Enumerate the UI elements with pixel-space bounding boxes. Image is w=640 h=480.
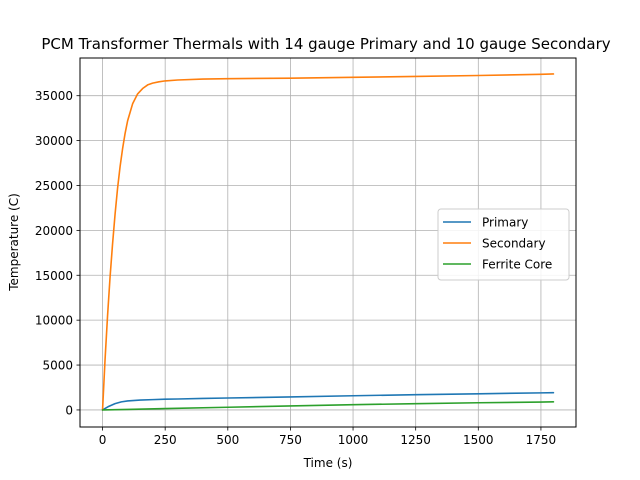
- series-line-primary: [101, 391, 555, 411]
- plot-frame: [79, 57, 577, 428]
- series-line-secondary: [101, 73, 555, 411]
- y-tick-label: 20000: [35, 224, 73, 238]
- series-lines: [101, 73, 555, 411]
- y-tick-label: 5000: [42, 359, 73, 373]
- x-tick-label: 750: [279, 433, 302, 447]
- y-tick-label: 30000: [35, 134, 73, 148]
- y-tick-label: 35000: [35, 89, 73, 103]
- y-tick-label: 10000: [35, 314, 73, 328]
- y-tick-label: 25000: [35, 179, 73, 193]
- x-tick-label: 1250: [400, 433, 431, 447]
- x-tick-label: 500: [216, 433, 239, 447]
- x-tick-label: 0: [99, 433, 107, 447]
- axis-ticks: 0 250 500 750 1000 1250 1500 1750 0 5000 10000 1500…: [35, 89, 556, 447]
- legend-label: Secondary: [482, 237, 546, 251]
- x-tick-label: 1500: [463, 433, 494, 447]
- y-axis-label: Temperature (C): [7, 193, 21, 292]
- x-tick-label: 1000: [338, 433, 369, 447]
- y-tick-label: 15000: [35, 269, 73, 283]
- chart-title: PCM Transformer Thermals with 14 gauge P…: [41, 35, 610, 53]
- legend-label: Primary: [482, 216, 528, 230]
- x-tick-label: 1750: [526, 433, 557, 447]
- legend: Primary Secondary Ferrite Core: [437, 208, 570, 281]
- series-line-ferrite-core: [101, 401, 555, 411]
- x-tick-label: 250: [154, 433, 177, 447]
- y-tick-label: 0: [65, 403, 73, 417]
- legend-box: [437, 208, 570, 281]
- legend-label: Ferrite Core: [482, 258, 552, 272]
- x-axis-label: Time (s): [303, 456, 353, 470]
